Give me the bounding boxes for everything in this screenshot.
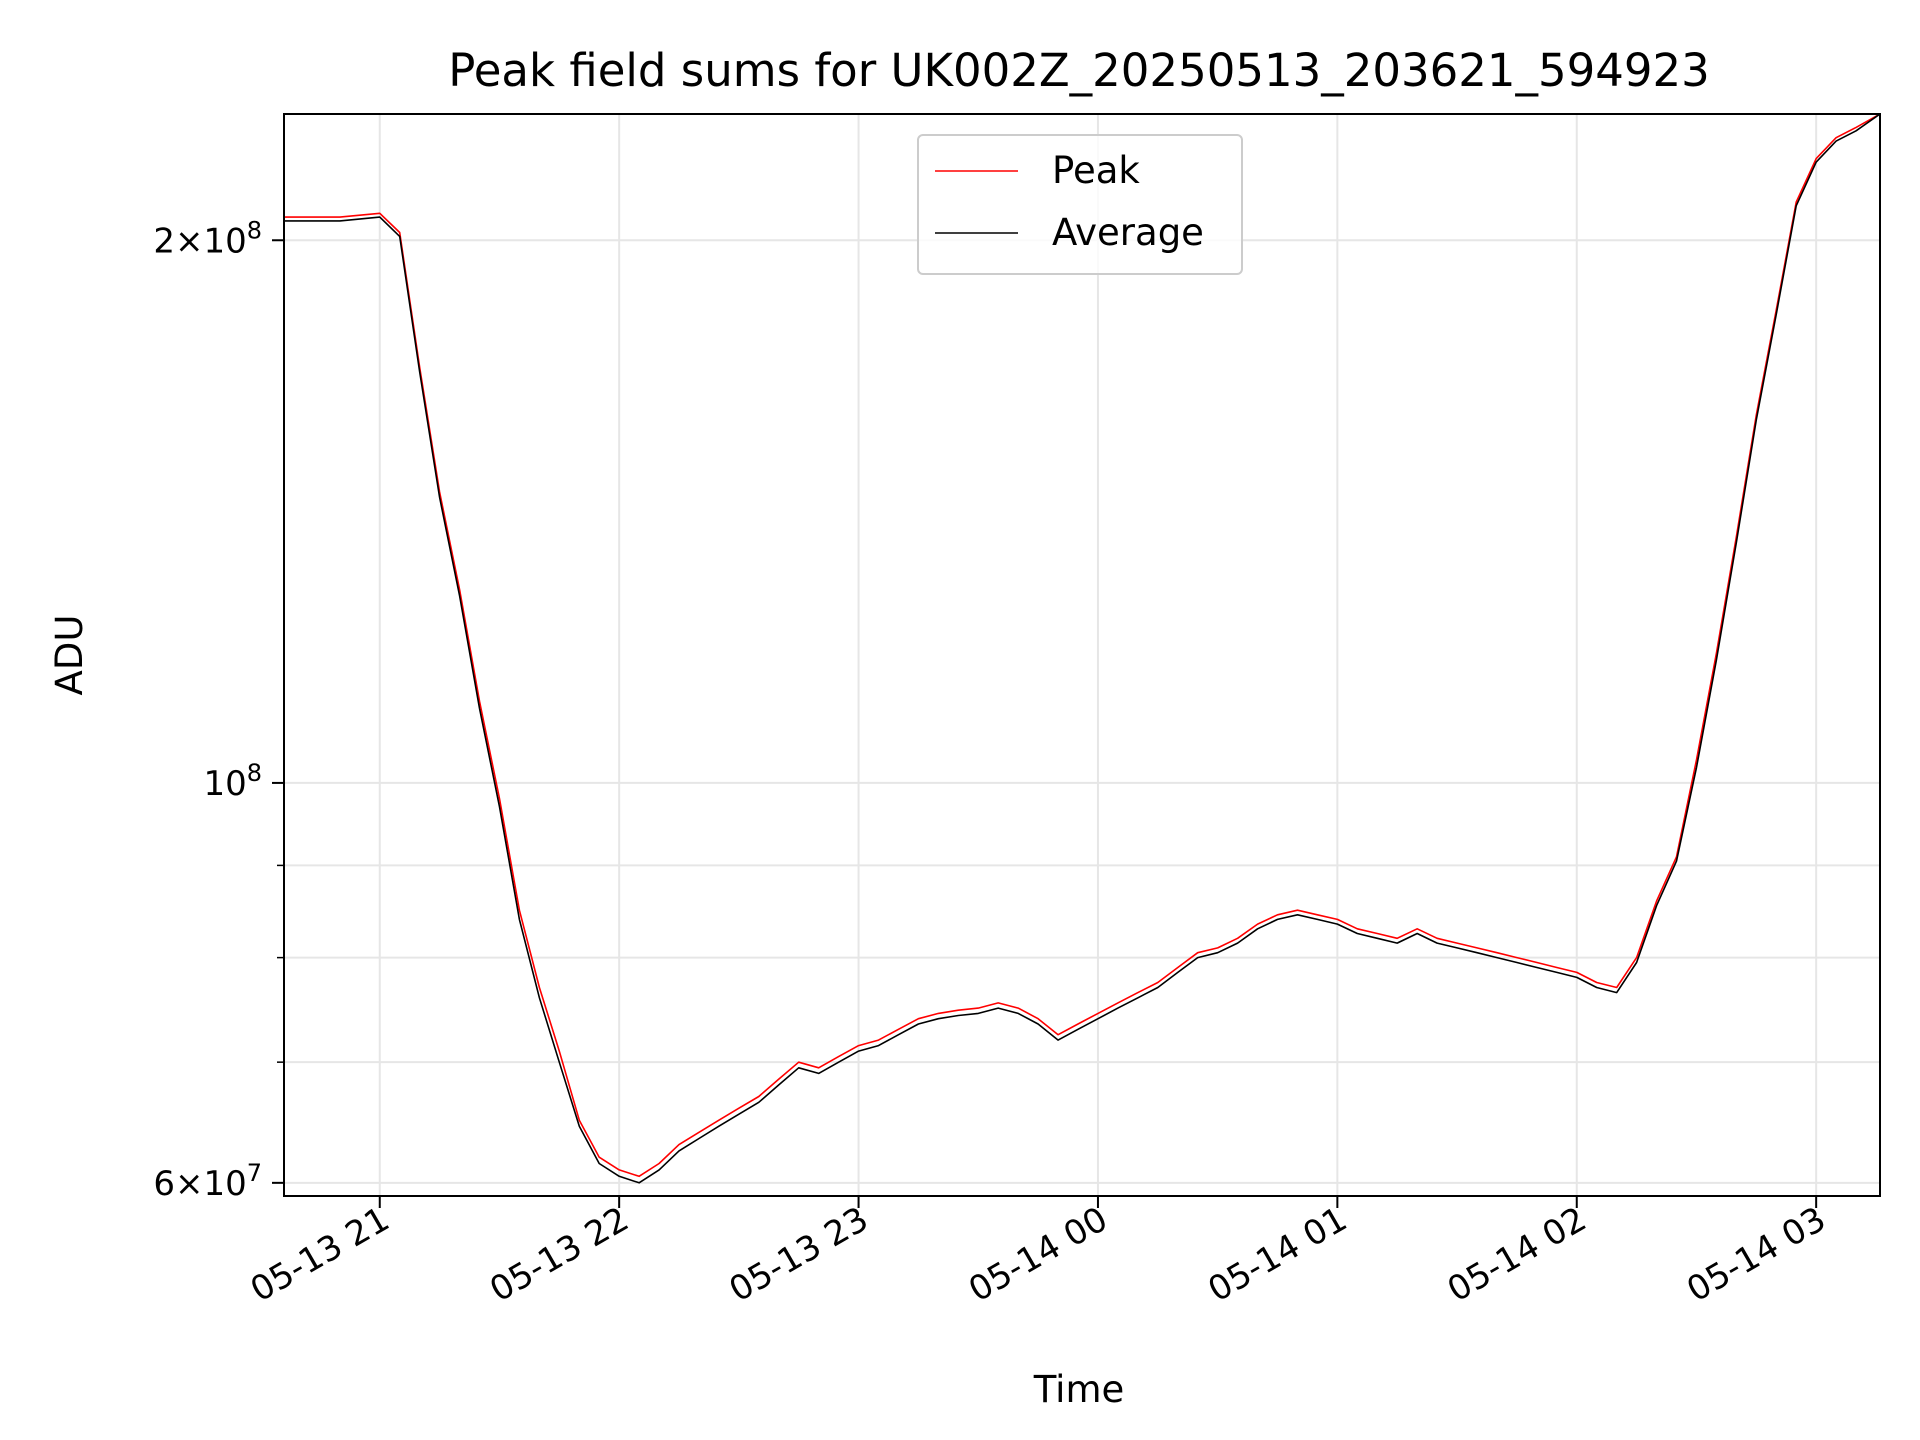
legend-box (917, 134, 1243, 275)
legend-peak-label: Peak (1052, 149, 1140, 192)
y-tick-label: 108 (203, 759, 262, 804)
series-line-average (284, 114, 1880, 1184)
y-axis: 6×107 108 2×108 (153, 216, 284, 1204)
plot-frame (283, 113, 1881, 1197)
legend-average-label: Average (1052, 211, 1204, 254)
y-tick-label: 6×107 (153, 1159, 262, 1204)
series-layer (284, 114, 1880, 1184)
x-axis-label: Time (1033, 1368, 1125, 1411)
y-tick-label: 2×108 (153, 216, 262, 261)
chart-title: Peak field sums for UK002Z_20250513_2036… (448, 44, 1710, 97)
series-line-peak (284, 114, 1880, 1178)
y-axis-label: ADU (48, 615, 91, 696)
legend: Peak Average (917, 134, 1243, 275)
